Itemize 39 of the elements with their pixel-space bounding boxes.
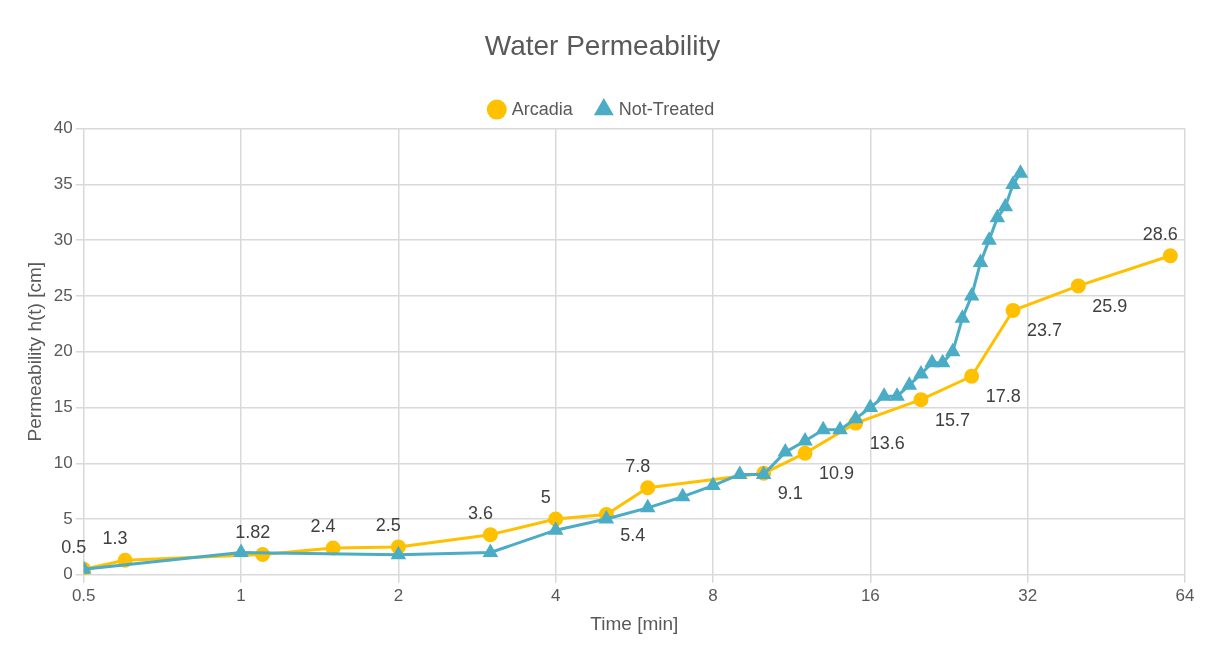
data-label: 10.9: [819, 463, 855, 484]
data-label: 23.7: [1027, 320, 1063, 341]
data-label: 5.4: [620, 524, 646, 545]
data-label: 3.6: [467, 502, 493, 523]
x-tick-label: 0.5: [71, 585, 96, 605]
y-tick-label: 15: [53, 397, 73, 417]
x-tick-label: 64: [1175, 585, 1195, 605]
data-label: 17.8: [985, 386, 1021, 407]
data-label: 28.6: [1142, 223, 1178, 244]
y-tick-label: 25: [53, 285, 73, 305]
x-tick-label: 32: [1018, 585, 1038, 605]
chart-title: Water Permeability: [484, 29, 721, 61]
y-tick-label: 30: [53, 229, 73, 249]
x-tick-label: 16: [860, 585, 880, 605]
y-tick-label: 35: [53, 174, 73, 194]
data-label: 5: [540, 486, 551, 507]
data-label: 13.6: [869, 433, 905, 454]
data-label: 1.82: [235, 522, 271, 543]
x-tick-label: 4: [550, 585, 561, 605]
data-label: 0.5: [61, 537, 87, 558]
data-label: 2.4: [310, 516, 336, 536]
data-label: 25.9: [1092, 295, 1128, 316]
y-tick-label: 20: [53, 341, 73, 361]
data-label: 7.8: [625, 455, 651, 476]
y-axis-title: Permeability h(t) [cm]: [23, 261, 45, 442]
y-tick-label: 10: [53, 452, 73, 472]
y-tick-label: 0: [63, 564, 73, 584]
y-tick-label: 5: [63, 508, 73, 528]
data-label: 9.1: [777, 483, 803, 504]
data-label: 15.7: [934, 409, 971, 430]
x-tick-label: 2: [393, 585, 404, 605]
x-axis-title: Time [min]: [590, 612, 679, 634]
legend-label: Not-Treated: [618, 98, 715, 119]
x-tick-label: 8: [708, 585, 718, 605]
legend-label: Arcadia: [511, 98, 574, 119]
data-label: 1.3: [102, 528, 128, 549]
y-tick-label: 40: [53, 118, 73, 138]
x-tick-label: 1: [236, 585, 246, 605]
data-label: 2.5: [375, 514, 401, 535]
